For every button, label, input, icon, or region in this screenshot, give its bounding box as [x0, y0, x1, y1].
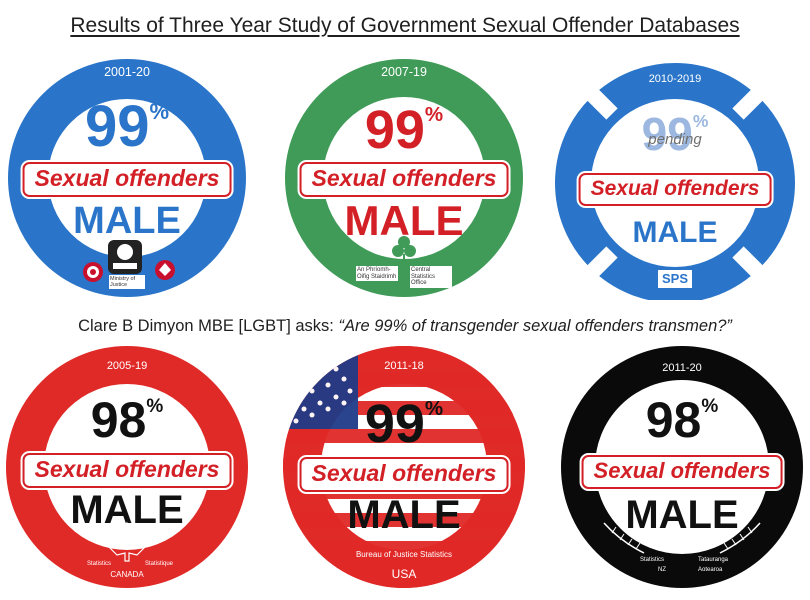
percent-value: 99% — [364, 100, 444, 160]
page-title: Results of Three Year Study of Governmen… — [70, 14, 740, 37]
shamrock-icon — [392, 236, 416, 264]
source-left-label: Statistics — [640, 557, 665, 563]
years-label: 2010-2019 — [648, 73, 702, 85]
badge-new-zealand: 2011-20 98% Sexual offenders MALE Statis… — [560, 345, 804, 589]
black-ring — [561, 346, 803, 588]
sex-label: MALE — [625, 493, 739, 537]
country-right-label: Aotearoa — [698, 567, 723, 573]
source-right-label: Tatauranga — [698, 557, 729, 563]
sex-label: MALE — [344, 197, 464, 244]
percent-value: 98% — [645, 392, 719, 448]
years-label: 2007-19 — [381, 65, 427, 79]
source-right-label: Statistique — [145, 561, 174, 567]
source-right-label: Central Statistics Office — [410, 266, 452, 288]
badge-uk: 2001-20 99% Sexual offenders MALE Minist… — [5, 56, 249, 300]
source-label: Ministry of Justice — [109, 275, 145, 290]
years-label: 2005-19 — [106, 360, 148, 372]
sex-label: MALE — [632, 216, 718, 249]
source-label: Bureau of Justice Statistics — [355, 550, 453, 559]
country-label: USA — [391, 567, 417, 581]
offenders-label: Sexual offenders — [581, 455, 783, 489]
country-label: CANADA — [110, 570, 144, 579]
years-label: 2011-18 — [384, 360, 424, 372]
badge-ireland: 2007-19 99% Sexual offenders MALE An Phr… — [282, 56, 526, 300]
badge-scotland: 2010-2019 99% pending Sexual offenders M… — [553, 56, 797, 300]
pending-label: pending — [648, 131, 702, 148]
offenders-label: Sexual offenders — [299, 162, 509, 197]
sps-logo — [658, 270, 692, 288]
maple-leaf-icon — [103, 521, 151, 562]
source-left-label: Statistics — [87, 561, 112, 567]
badge-canada: 2005-19 98% Sexual offenders MALE Statis… — [5, 345, 249, 589]
years-label: 2011-20 — [662, 362, 702, 374]
badge-usa: 2011-18 99% Sexual offenders MALE Bureau… — [282, 345, 526, 589]
percent-value: 98% — [90, 392, 164, 448]
offenders-label: Sexual offenders — [22, 453, 232, 488]
fern-icon — [603, 522, 761, 554]
sex-label: MALE — [347, 493, 461, 537]
sex-label: MALE — [73, 200, 181, 242]
percent-value: 99% — [364, 394, 444, 454]
offenders-label: Sexual offenders — [22, 162, 232, 197]
source-label: SPS — [661, 271, 688, 286]
country-left-label: NZ — [658, 567, 666, 573]
percent-value: 99% — [84, 94, 170, 159]
offenders-label: Sexual offenders — [299, 457, 509, 492]
ministry-of-justice-logo — [83, 240, 175, 282]
source-left-label: An Phríomh-Oifig Staidrimh — [356, 266, 398, 282]
subtitle: Clare B Dimyon MBE [LGBT] asks: “Are 99%… — [78, 317, 732, 335]
years-label: 2001-20 — [104, 65, 150, 79]
offenders-label: Sexual offenders — [578, 173, 772, 206]
percent-value: 99% — [641, 108, 709, 160]
